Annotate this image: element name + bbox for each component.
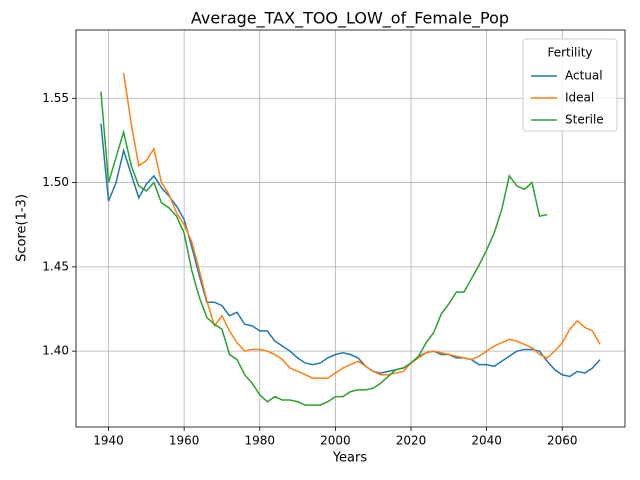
y-tick-label: 1.50 bbox=[42, 175, 69, 189]
y-tick-label: 1.55 bbox=[42, 91, 69, 105]
x-tick-label: 2040 bbox=[471, 434, 502, 448]
x-tick-label: 2060 bbox=[547, 434, 578, 448]
chart-title: Average_TAX_TOO_LOW_of_Female_Pop bbox=[191, 9, 509, 29]
line-series bbox=[100, 123, 601, 378]
legend-label: Actual bbox=[565, 69, 603, 83]
x-tick-label: 1960 bbox=[169, 434, 200, 448]
line-series bbox=[100, 91, 548, 406]
x-tick-label: 2000 bbox=[320, 434, 351, 448]
y-tick-label: 1.45 bbox=[42, 259, 69, 273]
legend-box bbox=[522, 38, 618, 132]
plot-frame bbox=[75, 29, 626, 428]
legend-title: Fertility bbox=[547, 46, 592, 60]
x-tick-label: 1980 bbox=[244, 434, 275, 448]
y-tick-label: 1.40 bbox=[42, 344, 69, 358]
legend-label: Ideal bbox=[565, 91, 594, 105]
y-axis-label: Score(1-3) bbox=[15, 194, 30, 262]
x-tick-label: 2020 bbox=[396, 434, 427, 448]
line-series bbox=[122, 72, 601, 379]
legend-label: Sterile bbox=[565, 113, 604, 127]
x-axis-label: Years bbox=[332, 451, 368, 466]
x-tick-label: 1940 bbox=[93, 434, 124, 448]
